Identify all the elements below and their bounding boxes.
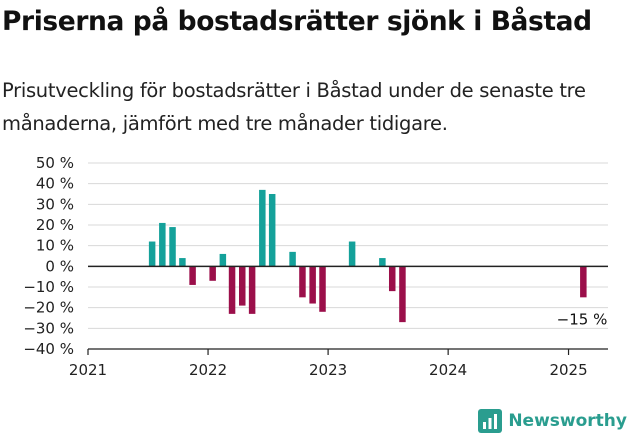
y-tick-label: 10 %: [36, 237, 74, 255]
bar: [219, 253, 227, 267]
bar: [189, 266, 196, 285]
bar: [289, 251, 296, 267]
chart-title: Priserna på bostadsrätter sjönk i Båstad: [2, 6, 592, 37]
bars: [88, 189, 608, 323]
brand: Newsworthy: [478, 409, 627, 433]
x-axis: 2021 2022 2023 2024 2025: [69, 348, 608, 379]
bar: [268, 194, 276, 267]
y-tick-label: −30 %: [23, 319, 74, 337]
bar: [179, 258, 186, 267]
y-tick-label: 50 %: [36, 154, 74, 172]
x-tick-label: 2023: [309, 361, 347, 379]
x-tick-label: 2021: [69, 361, 107, 379]
bar: [209, 266, 216, 281]
chart-subtitle: Prisutveckling för bostadsrätter i Båsta…: [2, 79, 586, 135]
annotations: −15 %: [557, 310, 608, 328]
bar: [148, 241, 156, 267]
bar: [348, 241, 356, 267]
bar: [388, 266, 396, 292]
data-label: −15 %: [557, 310, 608, 328]
bar: [159, 222, 166, 267]
bar: [309, 266, 316, 304]
bar-chart: 50 % 40 % 30 % 20 % 10 % 0 % −10 % −20 % −30 % −4…: [23, 154, 608, 379]
x-tick-label: 2024: [429, 361, 467, 379]
x-tick-label: 2025: [549, 361, 587, 379]
bar: [580, 266, 587, 298]
y-tick-label: 0 %: [45, 257, 74, 275]
grid-lines: [88, 162, 608, 329]
bar: [299, 266, 306, 298]
x-tick-label: 2022: [189, 361, 227, 379]
brand-name: Newsworthy: [508, 411, 627, 431]
y-axis-labels: 50 % 40 % 30 % 20 % 10 % 0 % −10 % −20 % −30 % −4…: [23, 154, 74, 358]
y-tick-label: 30 %: [36, 195, 74, 213]
bar: [399, 266, 406, 323]
bar: [239, 266, 246, 306]
y-tick-label: 40 %: [36, 175, 74, 193]
y-tick-label: −10 %: [23, 278, 74, 296]
y-tick-label: −40 %: [23, 340, 74, 358]
bar: [379, 258, 386, 267]
bar: [228, 266, 236, 314]
y-tick-label: −20 %: [23, 299, 74, 317]
bar: [248, 266, 256, 314]
bar: [319, 266, 326, 312]
bar: [259, 189, 266, 267]
bar: [169, 227, 176, 267]
y-tick-label: 20 %: [36, 216, 74, 234]
newsworthy-logo-icon: [478, 409, 503, 433]
